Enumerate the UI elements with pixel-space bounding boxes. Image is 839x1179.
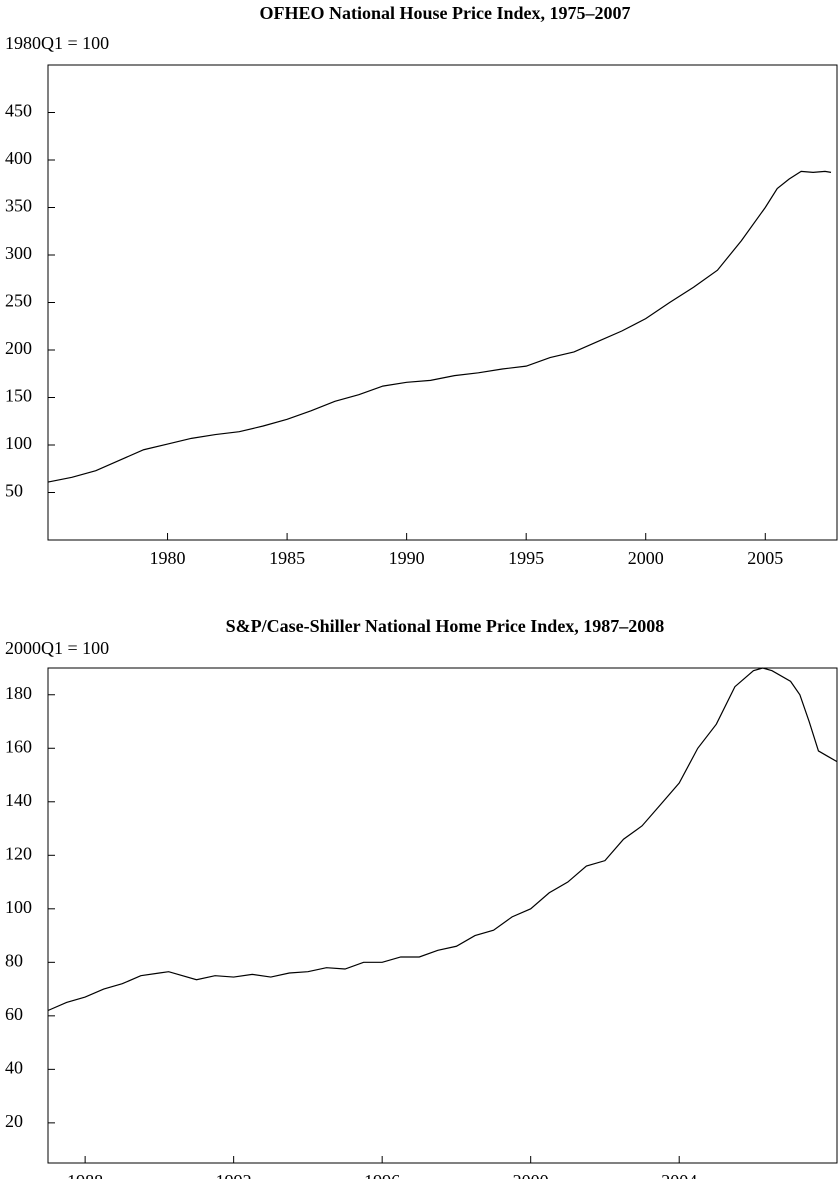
y-tick-label: 200	[5, 338, 32, 358]
plot-frame	[47, 64, 838, 541]
y-tick-label: 40	[5, 1057, 23, 1077]
x-tick-label: 1990	[389, 548, 425, 568]
x-tick-label: 1980	[150, 548, 186, 568]
x-tick-label: 1985	[269, 548, 305, 568]
x-tick-label: 1996	[364, 1171, 400, 1179]
y-axis-label: 1980Q1 = 100	[5, 33, 109, 53]
chart-title: S&P/Case-Shiller National Home Price Ind…	[226, 616, 665, 636]
y-tick-label: 80	[5, 950, 23, 970]
line-series	[47, 667, 838, 1012]
y-tick-label: 100	[5, 433, 32, 453]
y-tick-label: 450	[5, 101, 32, 121]
y-tick-label: 300	[5, 243, 32, 263]
x-tick-label: 2005	[747, 548, 783, 568]
x-tick-label: 2000	[513, 1171, 549, 1179]
y-tick-label: 50	[5, 481, 23, 501]
y-tick-label: 100	[5, 897, 32, 917]
y-tick-label: 120	[5, 843, 32, 863]
line-series	[47, 170, 832, 483]
y-tick-label: 350	[5, 196, 32, 216]
x-tick-label: 2000	[628, 548, 664, 568]
x-tick-label: 1995	[508, 548, 544, 568]
y-tick-label: 400	[5, 148, 32, 168]
y-tick-label: 180	[5, 683, 32, 703]
y-tick-label: 250	[5, 291, 32, 311]
y-tick-label: 160	[5, 736, 32, 756]
x-tick-label: 2004	[661, 1171, 697, 1179]
y-tick-label: 140	[5, 790, 32, 810]
y-axis-label: 2000Q1 = 100	[5, 638, 109, 658]
chart-title: OFHEO National House Price Index, 1975–2…	[260, 3, 631, 23]
x-tick-label: 1988	[67, 1171, 103, 1179]
y-tick-label: 60	[5, 1004, 23, 1024]
y-tick-label: 20	[5, 1111, 23, 1131]
x-tick-label: 1992	[216, 1171, 252, 1179]
y-tick-label: 150	[5, 386, 32, 406]
plot-frame	[47, 667, 838, 1164]
